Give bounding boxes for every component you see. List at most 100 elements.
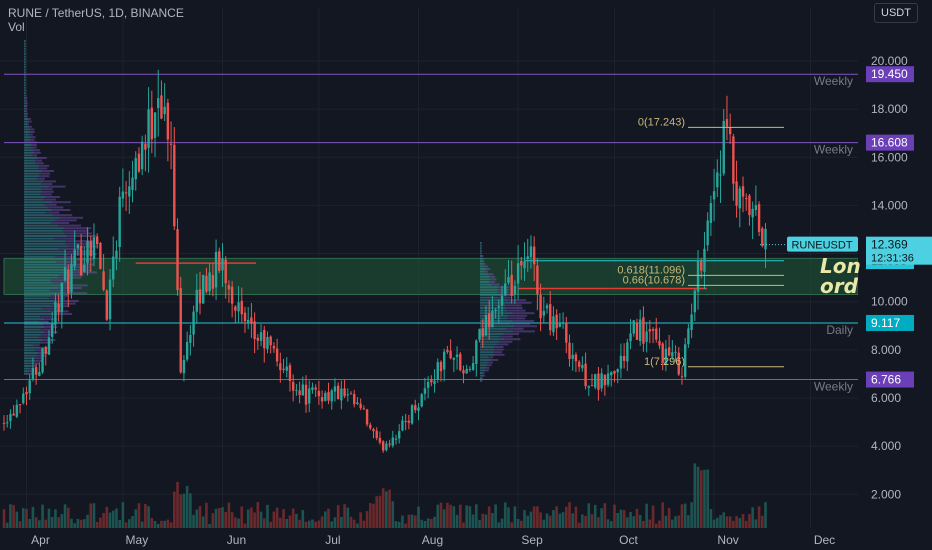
profile-bar-a: [480, 265, 485, 268]
profile-bar-a: [480, 351, 494, 354]
candle-body: [690, 314, 693, 330]
volume-label: Vol: [8, 20, 25, 34]
profile-bar-b: [41, 190, 54, 193]
profile-bar-a: [24, 362, 33, 365]
volume-bar: [401, 515, 404, 528]
candle-body: [218, 251, 221, 271]
profile-bar-b: [39, 164, 50, 167]
profile-bar-b: [493, 351, 503, 354]
fib-label: 0.66(10.678): [623, 274, 685, 286]
profile-bar-a: [24, 289, 50, 292]
profile-bar-b: [25, 60, 26, 63]
candle-body: [494, 309, 497, 312]
volume-bar: [635, 508, 639, 528]
profile-bar-a: [480, 262, 484, 265]
volume-bar: [590, 514, 594, 528]
volume-bar: [719, 515, 722, 528]
candle-body: [144, 143, 147, 150]
profile-bar-b: [25, 107, 28, 110]
candle-body: [590, 385, 594, 387]
candle-body: [449, 350, 452, 359]
profile-bar-b: [61, 292, 88, 295]
candle-body: [446, 349, 449, 352]
volume-bar: [442, 509, 446, 528]
profile-bar-a: [480, 361, 488, 364]
profile-bar-b: [512, 320, 535, 322]
profile-bar-b: [37, 167, 48, 170]
profile-bar-b: [50, 294, 69, 297]
candle-body: [549, 304, 552, 331]
candle-body: [529, 246, 533, 258]
volume-bar: [471, 514, 475, 528]
profile-bar-b: [30, 138, 35, 141]
profile-bar-b: [497, 288, 510, 291]
candle-body: [626, 342, 629, 362]
volume-bar: [185, 485, 189, 528]
profile-bar-a: [24, 125, 29, 128]
profile-bar-b: [507, 317, 526, 320]
profile-bar-b: [40, 341, 52, 344]
volume-bar: [246, 509, 250, 528]
profile-bar-a: [24, 92, 26, 94]
candle-body: [545, 305, 549, 309]
volume-bar: [658, 520, 661, 528]
profile-bar-b: [48, 185, 66, 188]
volume-bar: [667, 508, 671, 528]
profile-bar-a: [24, 206, 48, 209]
volume-bar: [503, 502, 507, 528]
volume-bar: [552, 509, 555, 528]
volume-bars: [2, 463, 767, 528]
volume-bar: [385, 491, 388, 528]
volume-bar: [102, 513, 105, 528]
candle-body: [288, 365, 292, 382]
volume-bar: [446, 502, 449, 528]
profile-bar-a: [24, 47, 26, 50]
axis-bg: [858, 0, 932, 550]
profile-bar-b: [494, 348, 504, 351]
volume-bar: [687, 515, 690, 528]
candle-body: [356, 402, 359, 405]
profile-bar-b: [32, 362, 39, 365]
volume-bar: [754, 519, 758, 528]
profile-bar-a: [480, 330, 513, 333]
level-label: Weekly: [814, 380, 853, 394]
profile-bar-b: [498, 296, 511, 299]
profile-bar-a: [24, 344, 34, 347]
currency-selector[interactable]: USDT: [874, 3, 918, 23]
volume-bar: [111, 510, 115, 528]
profile-bar-b: [35, 359, 44, 362]
volume-bar: [510, 522, 513, 528]
candle-body: [516, 263, 520, 284]
candle-body: [192, 311, 195, 335]
profile-bar-b: [68, 245, 99, 248]
profile-bar-a: [24, 372, 30, 375]
candle-body: [638, 319, 642, 342]
volume-bar: [95, 521, 99, 528]
profile-bar-b: [507, 309, 526, 312]
profile-bar-a: [24, 71, 26, 74]
volume-bar: [526, 515, 530, 528]
profile-bar-a: [480, 278, 490, 281]
profile-bar-b: [51, 305, 70, 308]
candle-body: [166, 102, 170, 140]
profile-bar-a: [480, 286, 498, 289]
profile-bar-b: [58, 224, 82, 227]
profile-bar-a: [24, 219, 56, 222]
profile-bar-a: [480, 273, 488, 276]
profile-bar-a: [24, 89, 26, 92]
profile-bar-a: [480, 281, 490, 283]
candle-body: [327, 392, 330, 401]
volume-bar: [696, 466, 700, 528]
volume-bar: [452, 506, 456, 528]
candle-body: [153, 112, 157, 138]
level-label: Weekly: [814, 74, 853, 88]
profile-bar-b: [506, 327, 524, 330]
candle-body: [50, 324, 54, 337]
price-axis: 2.0004.0006.0008.00010.00012.00014.00016…: [760, 0, 932, 550]
volume-bar: [465, 505, 468, 528]
profile-bar-b: [25, 53, 26, 55]
volume-bar: [163, 520, 166, 528]
candle-body: [118, 196, 121, 248]
profile-bar-a: [24, 255, 56, 258]
